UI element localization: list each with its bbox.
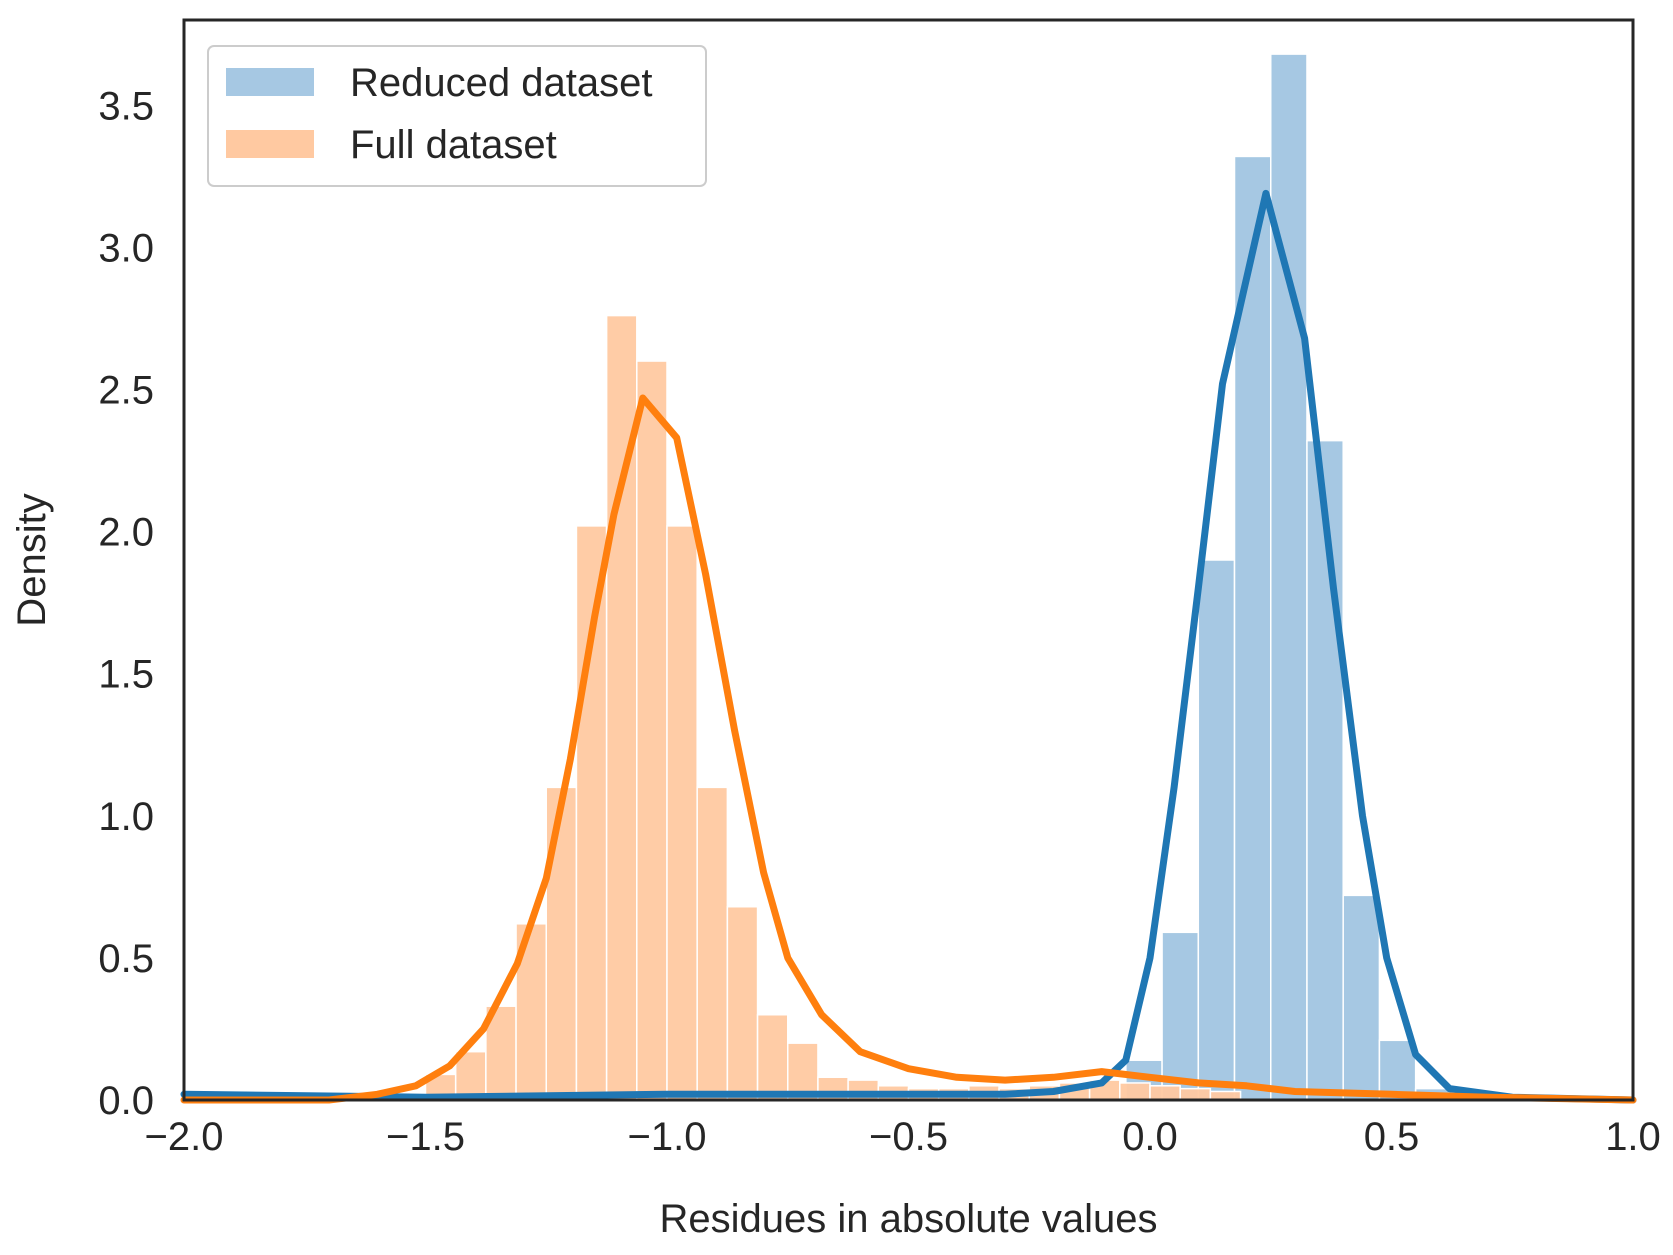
legend-label-full-dataset: Full dataset: [350, 123, 557, 167]
hist-bar-reduced-1: [1161, 931, 1200, 1101]
hist-bar-full-2: [454, 1050, 487, 1101]
y-tick-label: 1.0: [98, 795, 154, 839]
histogram-bars-layer: [394, 53, 1453, 1101]
legend-swatch-reduced-dataset: [226, 68, 314, 96]
hist-bar-full-5: [545, 786, 578, 1101]
y-tick-label: 0.5: [98, 937, 154, 981]
y-tick-label: 2.5: [98, 368, 154, 412]
kde-line-full: [180, 394, 1637, 1104]
legend-box: [207, 45, 707, 187]
hist-bar-full-9: [666, 525, 698, 1101]
hist-bar-reduced-2: [1197, 559, 1236, 1101]
x-tick-label: −1.0: [628, 1115, 707, 1159]
x-tick-label: −0.5: [869, 1115, 948, 1159]
hist-bar-full-8: [636, 360, 668, 1101]
hist-bar-full-10: [696, 786, 729, 1101]
y-tick-label: 3.0: [98, 226, 154, 270]
plot-frame: [182, 18, 1635, 1102]
kde-lines-layer: [180, 189, 1637, 1104]
hist-bar-full-12: [756, 1013, 789, 1101]
x-axis-label: Residues in absolute values: [659, 1197, 1157, 1241]
x-tick-label: 0.0: [1122, 1115, 1178, 1159]
y-tick-label: 1.5: [98, 653, 154, 697]
hist-bar-full-25: [1149, 1085, 1181, 1101]
kde-line-reduced: [180, 189, 1637, 1104]
x-axis-ticks: −2.0 −1.5 −1.0 −0.5 0.0 0.5 1.0: [145, 1115, 1661, 1159]
y-axis-ticks: 0.0 0.5 1.0 1.5 2.0 2.5 3.0 3.5: [98, 84, 154, 1123]
hist-bar-full-24: [1119, 1082, 1151, 1101]
hist-bar-reduced-6: [1342, 894, 1381, 1101]
legend-swatch-full-dataset: [226, 130, 314, 158]
x-tick-label: −1.5: [386, 1115, 465, 1159]
hist-bar-full-6: [575, 525, 608, 1101]
legend: Reduced dataset Full dataset: [207, 45, 707, 187]
legend-label-reduced-dataset: Reduced dataset: [350, 61, 652, 105]
hist-bar-reduced-7: [1378, 1039, 1417, 1101]
y-tick-label: 0.0: [98, 1079, 154, 1123]
x-tick-label: 0.5: [1364, 1115, 1420, 1159]
y-axis-label: Density: [10, 493, 54, 626]
hist-bar-full-11: [726, 905, 759, 1101]
y-tick-label: 3.5: [98, 84, 154, 128]
y-tick-label: 2.0: [98, 511, 154, 555]
x-tick-label: 1.0: [1605, 1115, 1661, 1159]
hist-bar-reduced-4: [1270, 53, 1308, 1101]
x-tick-label: −2.0: [145, 1115, 224, 1159]
hist-bar-reduced-5: [1306, 439, 1344, 1101]
hist-bar-full-26: [1179, 1087, 1212, 1101]
